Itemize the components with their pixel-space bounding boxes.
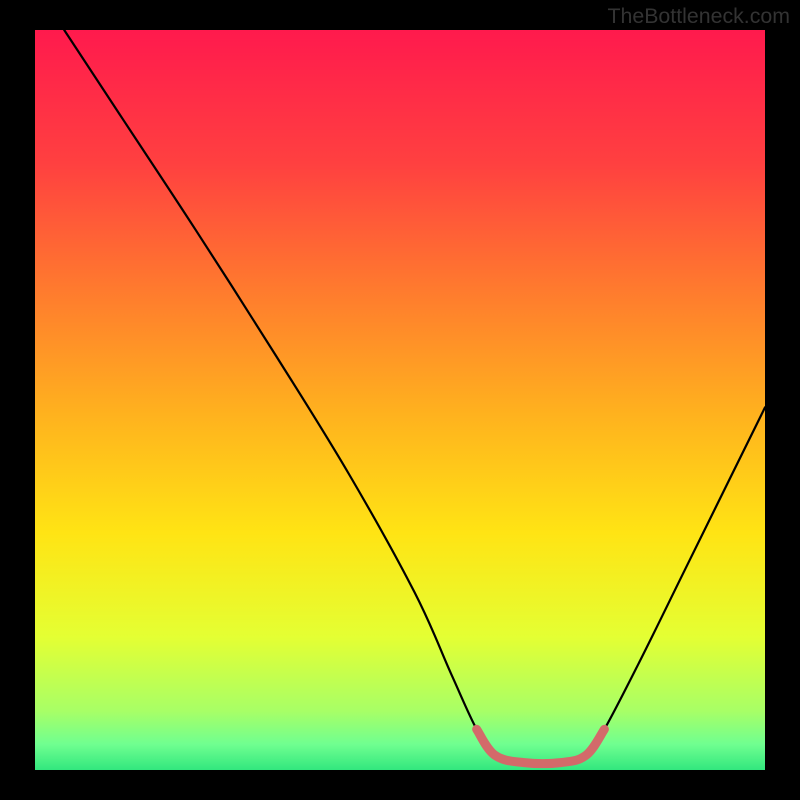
chart-stage: TheBottleneck.com: [0, 0, 800, 800]
plot-area: [35, 30, 765, 770]
bottleneck-chart: [0, 0, 800, 800]
